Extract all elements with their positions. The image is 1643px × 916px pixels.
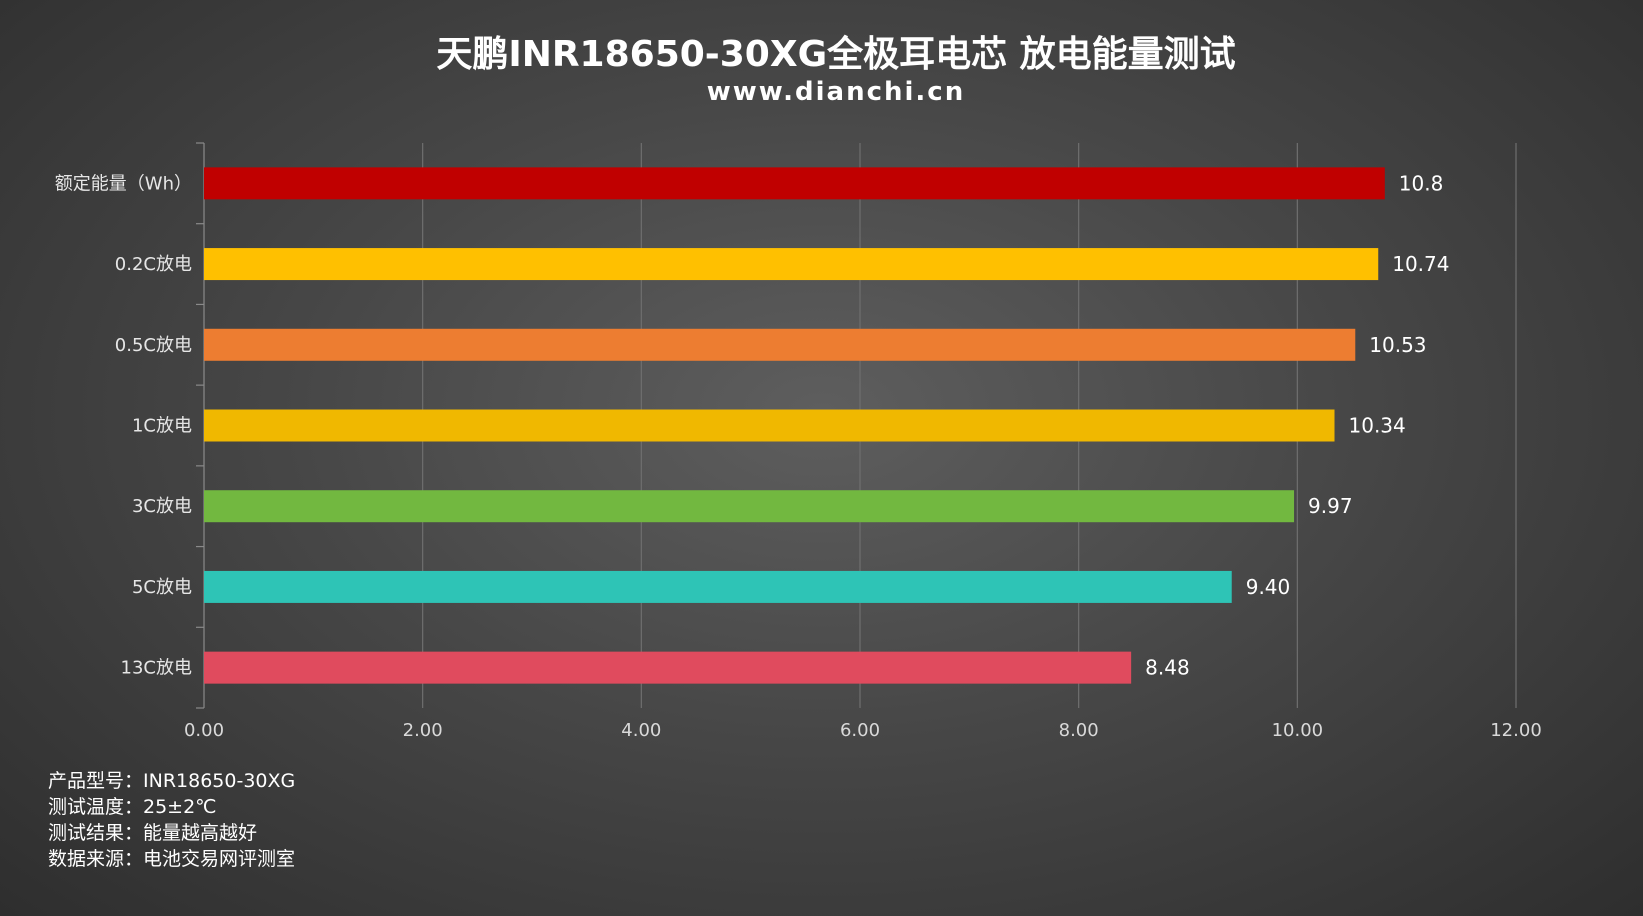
data-label: 10.74 <box>1392 252 1449 276</box>
category-label: 5C放电 <box>132 577 192 598</box>
labels: 0.00 2.00 4.00 6.00 8.00 10.00 12.00 10.8 额定能量（W… <box>55 171 1542 741</box>
x-tick-label: 10.00 <box>1272 720 1324 741</box>
category-label: 额定能量（Wh） <box>55 173 192 194</box>
category-label: 13C放电 <box>121 658 192 679</box>
category-label: 0.2C放电 <box>115 254 192 275</box>
test-notes: 产品型号：INR18650-30XG 测试温度：25±2℃ 测试结果：能量越高越… <box>48 768 295 872</box>
x-tick-label: 0.00 <box>184 720 224 741</box>
bar <box>204 167 1385 200</box>
category-label: 0.5C放电 <box>115 335 192 356</box>
category-label: 3C放电 <box>132 496 192 517</box>
x-tick-label: 6.00 <box>840 720 880 741</box>
data-label: 10.34 <box>1349 414 1406 438</box>
note-test-result: 测试结果：能量越高越好 <box>48 822 258 844</box>
y-axis <box>196 142 205 709</box>
note-data-source: 数据来源：电池交易网评测室 <box>48 848 296 870</box>
note-product-model: 产品型号：INR18650-30XG <box>48 770 296 792</box>
x-tick-label: 12.00 <box>1490 720 1542 741</box>
data-label: 8.48 <box>1145 656 1190 680</box>
note-test-temperature: 测试温度：25±2℃ <box>48 796 217 818</box>
data-label: 9.40 <box>1246 575 1291 599</box>
bars <box>204 167 1385 684</box>
chart-title: 天鹏INR18650-30XG全极耳电芯 放电能量测试 <box>436 33 1235 75</box>
bar <box>204 570 1232 603</box>
x-tick-label: 2.00 <box>403 720 443 741</box>
bar <box>204 248 1379 281</box>
chart-subtitle: www.dianchi.cn <box>707 77 965 107</box>
x-tick-label: 4.00 <box>621 720 661 741</box>
bar <box>204 651 1132 684</box>
bar <box>204 490 1295 523</box>
category-label: 1C放电 <box>132 416 192 437</box>
bar <box>204 409 1335 442</box>
x-tick-label: 8.00 <box>1059 720 1099 741</box>
data-label: 10.8 <box>1399 171 1444 195</box>
bar <box>204 328 1356 361</box>
data-label: 10.53 <box>1369 333 1426 357</box>
data-label: 9.97 <box>1308 494 1353 518</box>
